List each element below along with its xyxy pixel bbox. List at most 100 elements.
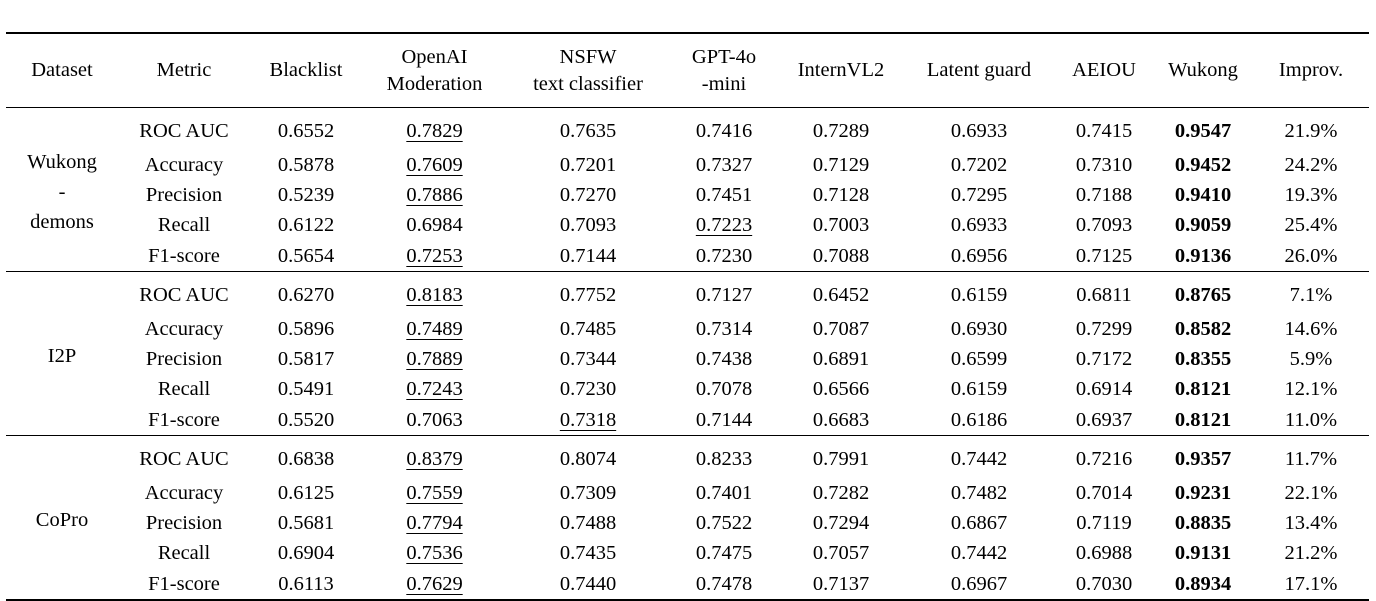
metric-value-text: 0.7475 xyxy=(695,542,753,564)
metric-name: F1-score xyxy=(148,408,220,431)
metric-value-text: 0.6125 xyxy=(277,482,335,504)
metric-value: 0.7451 xyxy=(669,180,779,210)
metric-name: Accuracy xyxy=(144,318,224,340)
metric-value-text: 0.7216 xyxy=(1075,448,1133,470)
column-header-text: Dataset xyxy=(31,59,93,81)
table-row: Precision 0.5681 0.7794 0.7488 0.7522 0.7294 0… xyxy=(6,508,1369,538)
metric-value-text: 0.7144 xyxy=(695,408,753,431)
metric-value-text: 0.7886 xyxy=(406,184,463,206)
dataset-name: I2P xyxy=(6,272,118,436)
metric-name: Accuracy xyxy=(144,154,224,176)
metric-value-text: 0.6159 xyxy=(950,378,1008,400)
metric-value-text: 0.7172 xyxy=(1075,348,1133,370)
metric-name: Precision xyxy=(145,184,223,206)
metric-name: Precision xyxy=(145,348,223,370)
dataset-name-text: CoPro xyxy=(35,508,89,531)
metric-value-text: 0.5491 xyxy=(277,378,335,400)
metric-value: 0.9136 xyxy=(1153,240,1253,272)
metric-value: 0.7488 xyxy=(507,508,669,538)
metric-value-text: 0.7003 xyxy=(812,214,870,236)
table-row: Accuracy 0.6125 0.7559 0.7309 0.7401 0.7282 0.… xyxy=(6,478,1369,508)
metric-value-text: 0.9131 xyxy=(1174,542,1232,564)
improvement-value: 14.6% xyxy=(1284,318,1338,340)
metric-value: 0.6452 xyxy=(779,272,903,315)
metric-value: 0.7522 xyxy=(669,508,779,538)
metric-value: 0.7188 xyxy=(1055,180,1153,210)
metric-value-text: 0.7752 xyxy=(559,284,617,306)
metric-value-text: 0.7093 xyxy=(1075,214,1133,236)
metric-value-text: 0.6186 xyxy=(950,408,1008,431)
metric-value-text: 0.7310 xyxy=(1075,154,1133,176)
metric-name: Accuracy xyxy=(144,482,224,504)
metric-value: 0.7991 xyxy=(779,436,903,479)
metric-value: 0.7119 xyxy=(1055,508,1153,538)
metric-value-text: 0.8379 xyxy=(406,448,463,470)
metric-value: 0.7829 xyxy=(362,108,507,151)
metric-value-text: 0.7230 xyxy=(695,244,753,267)
metric-value: 0.7063 xyxy=(362,404,507,436)
metric-value-text: 0.6988 xyxy=(1075,542,1133,564)
table-header: Dataset Metric Blacklist OpenAI Moderation NS… xyxy=(6,33,1369,108)
table-row: Recall 0.5491 0.7243 0.7230 0.7078 0.6566 0.61… xyxy=(6,374,1369,404)
column-header-text: Moderation xyxy=(386,72,483,95)
metric-value-text: 0.7401 xyxy=(695,482,753,504)
metric-value: 0.7629 xyxy=(362,568,507,600)
metric-value-text: 0.7119 xyxy=(1076,512,1132,534)
metric-value: 0.8379 xyxy=(362,436,507,479)
column-header: NSFW text classifier xyxy=(507,33,669,108)
metric-value-text: 0.7030 xyxy=(1075,572,1133,595)
metric-value: 0.6838 xyxy=(250,436,362,479)
metric-value-text: 0.7635 xyxy=(559,120,617,142)
column-header-text: Latent guard xyxy=(926,59,1032,81)
metric-value-text: 0.8835 xyxy=(1174,512,1232,534)
metric-value: 0.6933 xyxy=(903,108,1055,151)
metric-value-text: 0.7295 xyxy=(950,184,1008,206)
metric-value: 0.7216 xyxy=(1055,436,1153,479)
metric-value-text: 0.7299 xyxy=(1075,318,1133,340)
dataset-name: CoPro xyxy=(6,436,118,601)
table-row: F1-score 0.5520 0.7063 0.7318 0.7144 0.6683 0.… xyxy=(6,404,1369,436)
dataset-group: Wukong - demons ROC AUC 0.6552 0.7829 0.7635 0.… xyxy=(6,108,1369,272)
metric-value-text: 0.7344 xyxy=(559,348,617,370)
metric-value-text: 0.7318 xyxy=(559,408,617,431)
table-row: Accuracy 0.5878 0.7609 0.7201 0.7327 0.7129 0.… xyxy=(6,150,1369,180)
table-row: Accuracy 0.5896 0.7489 0.7485 0.7314 0.7087 0.… xyxy=(6,314,1369,344)
metric-value: 0.6566 xyxy=(779,374,903,404)
improvement-value: 19.3% xyxy=(1284,184,1338,206)
metric-value-text: 0.6956 xyxy=(950,244,1008,267)
metric-value-text: 0.6930 xyxy=(950,318,1008,340)
metric-value: 0.8074 xyxy=(507,436,669,479)
metric-value: 0.7299 xyxy=(1055,314,1153,344)
metric-value-text: 0.9136 xyxy=(1174,244,1232,267)
column-header: Improv. xyxy=(1253,33,1369,108)
metric-value-text: 0.7188 xyxy=(1075,184,1133,206)
metric-name: Recall xyxy=(157,378,211,400)
column-header-text: GPT-4o xyxy=(691,45,757,68)
metric-value: 0.6159 xyxy=(903,272,1055,315)
metric-value: 0.6599 xyxy=(903,344,1055,374)
dataset-group: I2P ROC AUC 0.6270 0.8183 0.7752 0.7127 0.6452… xyxy=(6,272,1369,436)
metric-value-text: 0.7442 xyxy=(950,542,1008,564)
metric-value-text: 0.7137 xyxy=(812,572,870,595)
metric-value: 0.5520 xyxy=(250,404,362,436)
metric-value: 0.6891 xyxy=(779,344,903,374)
metric-value: 0.9059 xyxy=(1153,210,1253,240)
metric-value-text: 0.6904 xyxy=(277,542,335,564)
improvement-value: 17.1% xyxy=(1284,572,1338,595)
metric-value-text: 0.6867 xyxy=(950,512,1008,534)
column-header-text: InternVL2 xyxy=(797,59,885,81)
column-header-text: NSFW xyxy=(559,45,617,68)
metric-value-text: 0.7201 xyxy=(559,154,617,176)
metric-value-text: 0.7057 xyxy=(812,542,870,564)
metric-value-text: 0.7536 xyxy=(406,542,463,564)
metric-value: 0.6933 xyxy=(903,210,1055,240)
metric-value-text: 0.5817 xyxy=(277,348,335,370)
metric-value-text: 0.7270 xyxy=(559,184,617,206)
improvement-value: 26.0% xyxy=(1284,244,1338,267)
metric-value-text: 0.7014 xyxy=(1075,482,1133,504)
metric-value: 0.5654 xyxy=(250,240,362,272)
metric-value-text: 0.7609 xyxy=(406,154,463,176)
metric-value: 0.8835 xyxy=(1153,508,1253,538)
metric-value: 0.9131 xyxy=(1153,538,1253,568)
metric-value: 0.8183 xyxy=(362,272,507,315)
